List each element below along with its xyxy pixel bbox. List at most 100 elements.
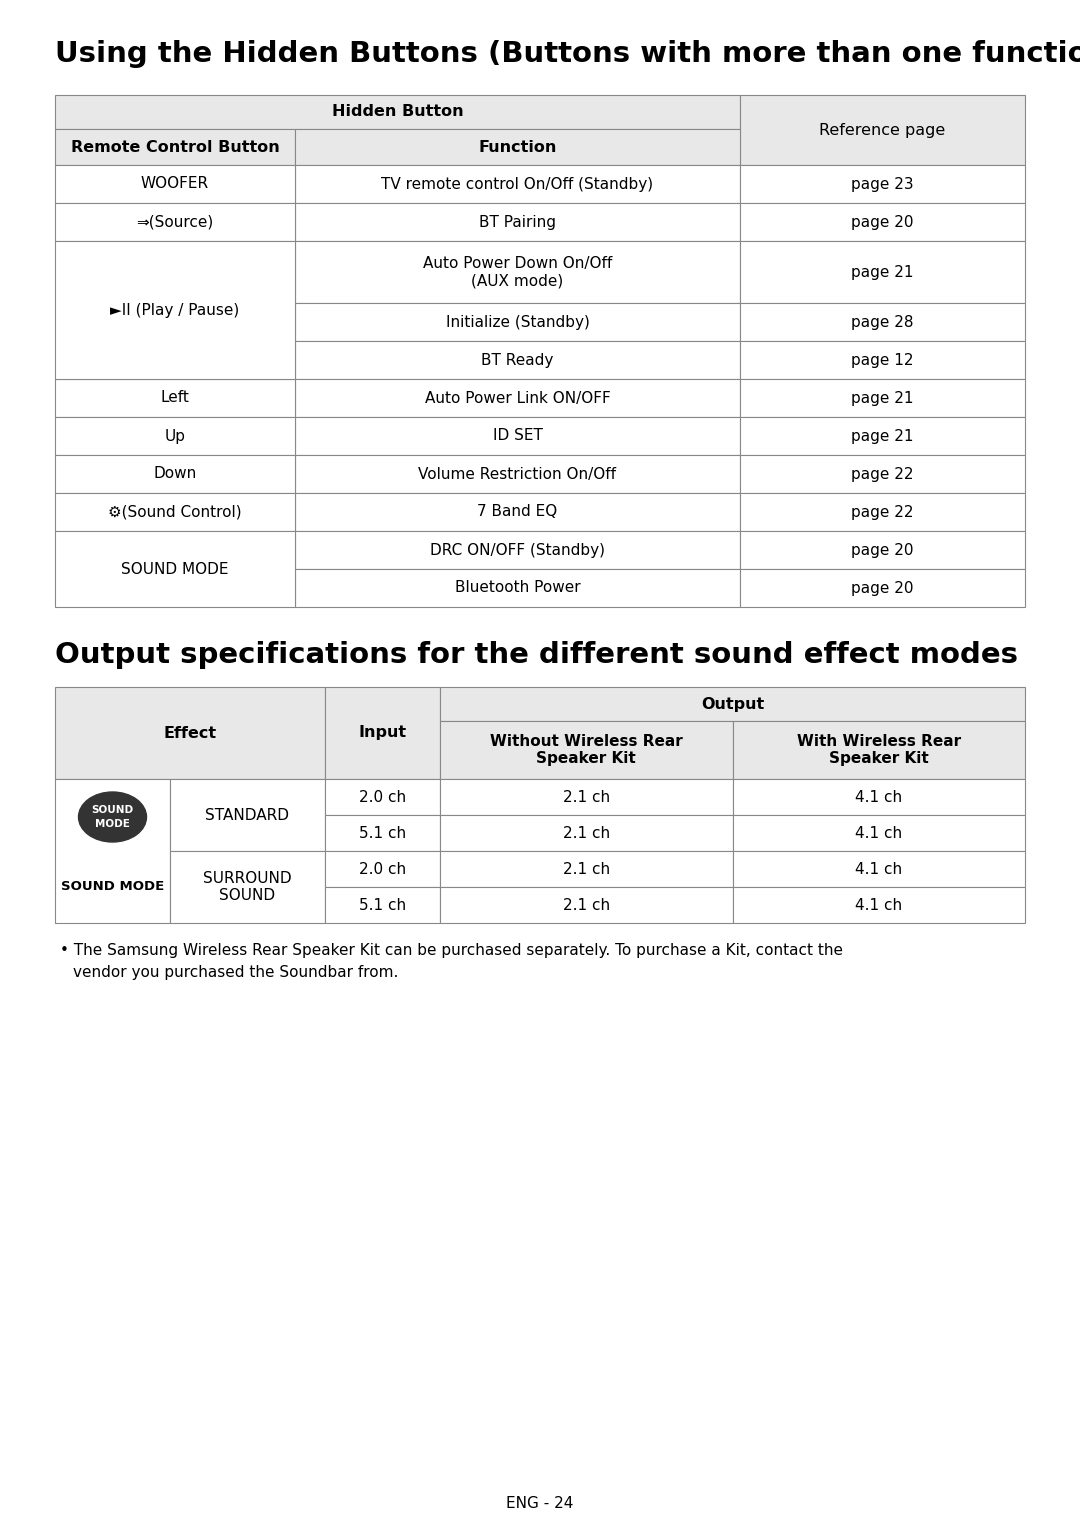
Bar [732,850,1025,887]
Text: page 20: page 20 [851,542,914,558]
Text: BT Ready: BT Ready [482,352,554,368]
Text: Auto Power Link ON/OFF: Auto Power Link ON/OFF [424,391,610,406]
Bar [55,95,740,129]
Bar [740,165,1025,204]
Bar [740,455,1025,493]
Bar [740,378,1025,417]
Bar [55,686,325,778]
Bar [295,241,740,303]
Text: 2.0 ch: 2.0 ch [359,789,406,804]
Bar [55,493,295,532]
Text: page 22: page 22 [851,467,914,481]
Bar [55,778,170,922]
Bar [55,204,295,241]
Bar [440,722,732,778]
Bar [732,722,1025,778]
Text: Down: Down [153,467,197,481]
Text: Volume Restriction On/Off: Volume Restriction On/Off [419,467,617,481]
Bar [170,850,325,922]
Bar [732,778,1025,815]
Bar [55,165,295,204]
Bar [740,532,1025,568]
Bar [740,303,1025,342]
Text: ID SET: ID SET [492,429,542,443]
Text: page 12: page 12 [851,352,914,368]
Text: MODE: MODE [95,820,130,829]
Bar [440,850,732,887]
Text: WOOFER: WOOFER [140,176,210,192]
Text: BT Pairing: BT Pairing [480,214,556,230]
Text: page 21: page 21 [851,429,914,443]
Bar [740,95,1025,165]
Bar [295,455,740,493]
Text: Output specifications for the different sound effect modes: Output specifications for the different … [55,640,1018,669]
Bar [295,378,740,417]
Bar [55,455,295,493]
Text: Without Wireless Rear
Speaker Kit: Without Wireless Rear Speaker Kit [490,734,683,766]
Bar [440,778,732,815]
Text: page 22: page 22 [851,504,914,519]
Text: Up: Up [164,429,186,443]
Bar [295,342,740,378]
Text: ⇒(Source): ⇒(Source) [136,214,214,230]
Text: 2.1 ch: 2.1 ch [563,789,610,804]
Text: 7 Band EQ: 7 Band EQ [477,504,557,519]
Text: Bluetooth Power: Bluetooth Power [455,581,580,596]
Text: page 20: page 20 [851,581,914,596]
Text: 2.1 ch: 2.1 ch [563,826,610,841]
Bar [740,342,1025,378]
Text: Reference page: Reference page [820,123,946,138]
Bar [325,686,440,778]
Bar [295,204,740,241]
Text: Hidden Button: Hidden Button [332,104,463,119]
Text: 2.1 ch: 2.1 ch [563,861,610,876]
Text: SURROUND
SOUND: SURROUND SOUND [203,870,292,904]
Text: page 20: page 20 [851,214,914,230]
Text: 2.1 ch: 2.1 ch [563,898,610,913]
Text: Auto Power Down On/Off
(AUX mode): Auto Power Down On/Off (AUX mode) [423,256,612,288]
Bar [55,532,295,607]
Text: page 28: page 28 [851,314,914,329]
Text: SOUND MODE: SOUND MODE [121,562,229,576]
Text: Using the Hidden Buttons (Buttons with more than one function): Using the Hidden Buttons (Buttons with m… [55,40,1080,67]
Text: Left: Left [161,391,189,406]
Bar [325,850,440,887]
Text: Input: Input [359,726,406,740]
Bar [170,778,325,850]
Bar [295,568,740,607]
Text: • The Samsung Wireless Rear Speaker Kit can be purchased separately. To purchase: • The Samsung Wireless Rear Speaker Kit … [60,944,843,958]
Text: page 21: page 21 [851,391,914,406]
Bar [55,378,295,417]
Text: ⚙(Sound Control): ⚙(Sound Control) [108,504,242,519]
Text: TV remote control On/Off (Standby): TV remote control On/Off (Standby) [381,176,653,192]
Text: Function: Function [478,139,556,155]
Bar [295,165,740,204]
Text: Initialize (Standby): Initialize (Standby) [446,314,590,329]
Bar [295,493,740,532]
Bar [325,815,440,850]
Text: ENG - 24: ENG - 24 [507,1497,573,1512]
Bar [740,493,1025,532]
Text: Effect: Effect [163,726,217,740]
Text: ►II (Play / Pause): ►II (Play / Pause) [110,302,240,317]
Text: vendor you purchased the Soundbar from.: vendor you purchased the Soundbar from. [73,965,399,980]
Bar [55,129,295,165]
Bar [440,887,732,922]
Ellipse shape [79,792,147,843]
Text: SOUND MODE: SOUND MODE [60,881,164,893]
Text: 2.0 ch: 2.0 ch [359,861,406,876]
Bar [740,417,1025,455]
Bar [295,303,740,342]
Text: SOUND: SOUND [92,804,134,815]
Bar [295,129,740,165]
Text: With Wireless Rear
Speaker Kit: With Wireless Rear Speaker Kit [797,734,961,766]
Bar [740,241,1025,303]
Text: 5.1 ch: 5.1 ch [359,826,406,841]
Text: DRC ON/OFF (Standby): DRC ON/OFF (Standby) [430,542,605,558]
Bar [740,204,1025,241]
Text: page 21: page 21 [851,265,914,279]
Text: STANDARD: STANDARD [205,807,289,823]
Bar [55,241,295,378]
Text: 4.1 ch: 4.1 ch [855,826,902,841]
Text: 4.1 ch: 4.1 ch [855,898,902,913]
